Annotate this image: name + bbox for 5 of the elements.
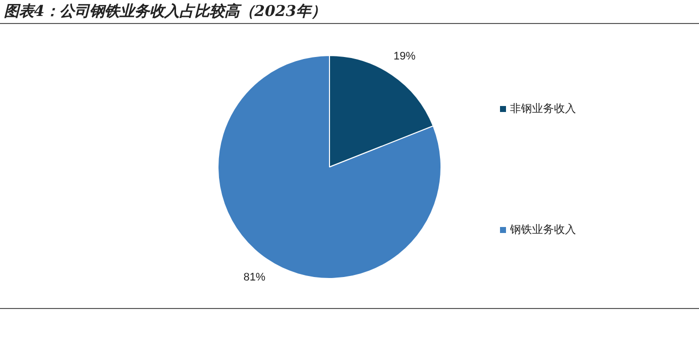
data-label: 19% — [394, 50, 416, 63]
chart-title: 图表4：公司钢铁业务收入占比较高（2023年） — [4, 2, 326, 21]
data-label: 81% — [243, 271, 266, 284]
legend-label: 非钢业务收入 — [510, 102, 576, 116]
legend-label: 钢铁业务收入 — [510, 223, 576, 237]
